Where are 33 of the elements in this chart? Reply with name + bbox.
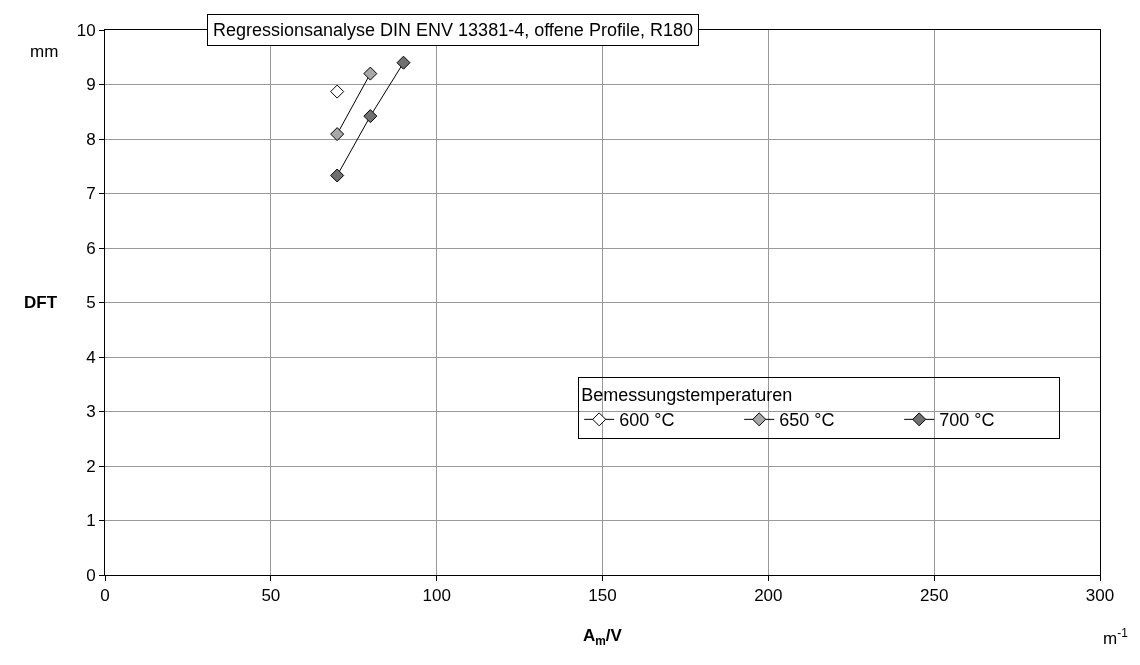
point xyxy=(363,66,378,81)
legend-label: 650 °C xyxy=(779,410,835,431)
y-tick-label: 7 xyxy=(86,184,96,204)
x-tick-label: 250 xyxy=(919,586,949,606)
y-tick-label: 9 xyxy=(86,75,96,95)
y-axis-title: DFT xyxy=(24,293,58,312)
point xyxy=(330,84,345,99)
point xyxy=(363,109,378,124)
x-tick-label: 0 xyxy=(100,586,110,606)
y-tick-label: 1 xyxy=(86,511,96,531)
y-tick-label: 10 xyxy=(76,20,96,40)
y-tick-label: 0 xyxy=(86,565,96,585)
y-tick-label: 6 xyxy=(86,238,96,258)
x-tick-label: 200 xyxy=(754,586,783,606)
y-tick-label: 2 xyxy=(86,456,96,476)
point xyxy=(330,168,345,183)
point xyxy=(396,55,411,70)
x-tick-label: 300 xyxy=(1085,586,1115,606)
x-tick-label: 50 xyxy=(261,586,281,606)
legend-label: 600 °C xyxy=(619,410,675,431)
legend-label: 700 °C xyxy=(939,410,995,431)
legend-title: Bemessungstemperaturen xyxy=(581,385,793,406)
y-tick-label: 8 xyxy=(86,129,96,149)
chart-title: Regressionsanalyse DIN ENV 13381-4, offene Profile, R180 xyxy=(213,20,693,40)
x-tick-label: 100 xyxy=(422,586,451,606)
y-tick-label: 4 xyxy=(86,347,96,367)
point xyxy=(330,127,345,142)
x-axis-title: A$_{m}$/V xyxy=(583,626,623,648)
text: m$^{-1}$ xyxy=(1103,626,1129,649)
y-tick-label: 5 xyxy=(86,293,96,313)
y-tick-label: 3 xyxy=(86,402,96,422)
text: mm xyxy=(30,42,59,61)
x-tick-label: 150 xyxy=(588,586,617,606)
